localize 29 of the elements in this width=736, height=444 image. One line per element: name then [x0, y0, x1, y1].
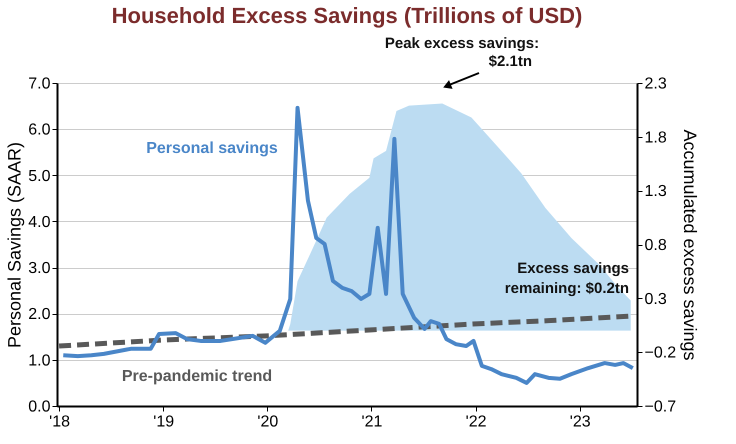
text: Peak excess savings: $2.1tn: [384, 35, 540, 70]
y-tick-label: 1.0: [28, 352, 51, 370]
series-label: Personal savings: [146, 140, 278, 157]
y2-tick-label: 0.8: [644, 237, 667, 254]
x-tick-label: '21: [362, 414, 382, 430]
x-tick-label: '22: [466, 414, 487, 430]
y-tick-label: 6.0: [28, 122, 51, 139]
y2-tick-label: 1.3: [644, 183, 667, 200]
x-tick-label: '20: [257, 414, 278, 430]
y-tick-label: 7.0: [28, 76, 51, 92]
x-tick-label: '19: [153, 414, 174, 430]
annotation: Excess savings remaining: $0.2tn: [504, 260, 629, 297]
x-tick-label: '18: [49, 414, 70, 430]
series-label: Pre-pandemic trend: [122, 368, 272, 385]
y2-tick-label: 1.8: [644, 129, 667, 146]
y-axis-title: Personal Savings (SAAR): [4, 142, 24, 348]
y2-tick-label: 2.3: [644, 76, 667, 92]
y-tick-label: 0.0: [28, 398, 51, 416]
y2-tick-label: −0.2: [644, 344, 676, 362]
y-tick-label: 4.0: [28, 214, 51, 231]
y-tick-label: 3.0: [28, 260, 51, 278]
y-tick-label: 5.0: [28, 168, 51, 185]
line-series: [61, 106, 635, 385]
y-tick-label: 2.0: [28, 306, 51, 324]
y2-axis-title: Accumulated excess savings: [680, 129, 700, 361]
y2-tick-label: −0.7: [644, 398, 676, 416]
chart-title: Household Excess Savings (Trillions of USD): [112, 3, 582, 28]
x-tick-label: '23: [570, 414, 591, 430]
y2-tick-label: 0.3: [644, 290, 667, 308]
